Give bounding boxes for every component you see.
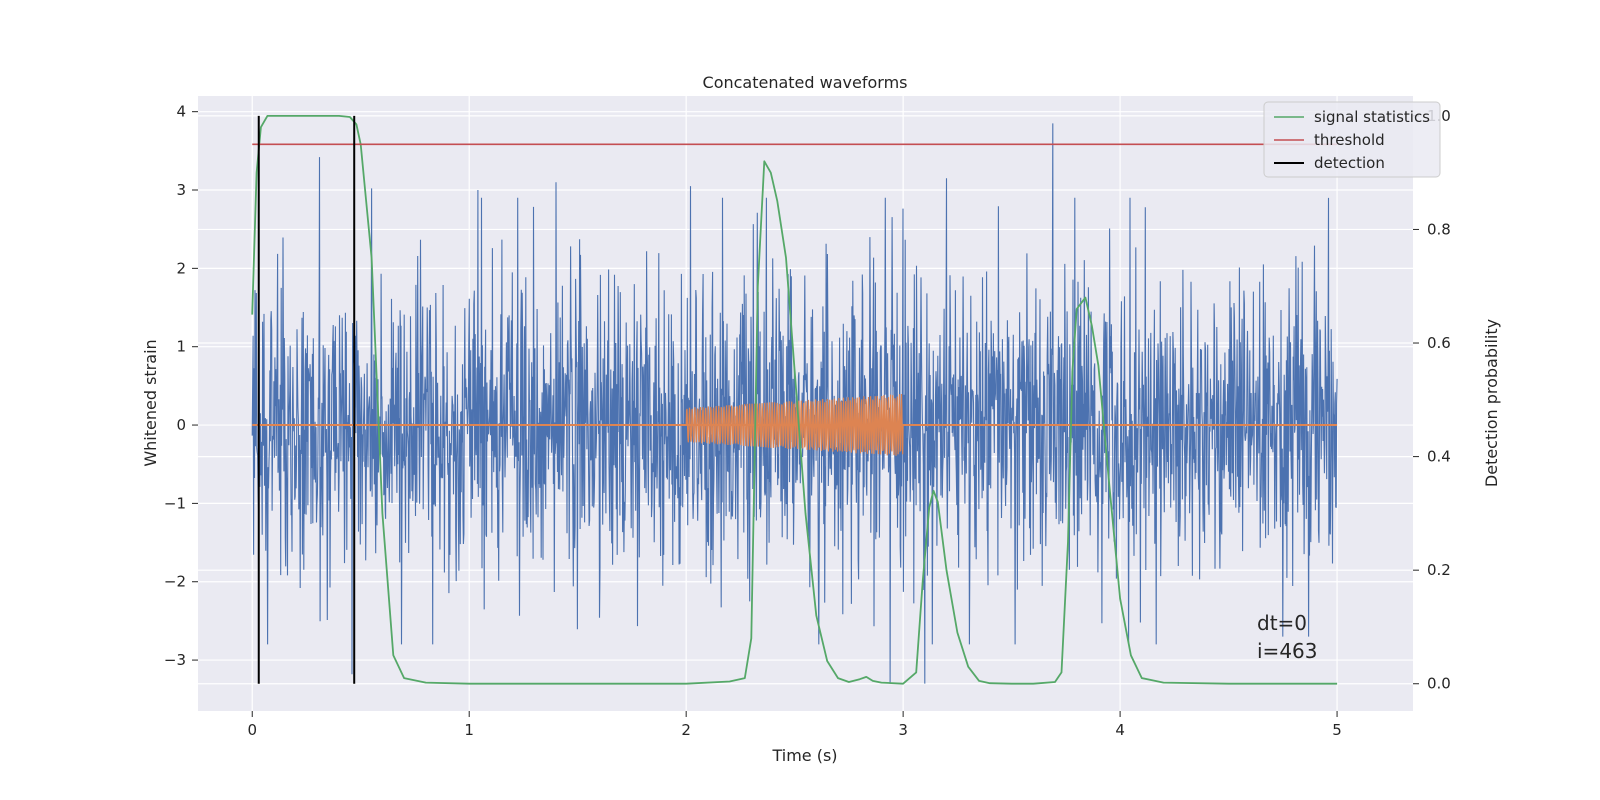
legend-box (1263, 101, 1441, 178)
x-tick-label: 5 (1332, 721, 1342, 739)
injection-chirp-line (685, 393, 904, 456)
x-tick-label: 0 (247, 721, 257, 739)
y-tick-label: 0 (176, 416, 186, 434)
signal-statistics-line (251, 115, 1338, 685)
whitened-strain-line (251, 123, 1338, 684)
y-tick-label: −1 (164, 494, 186, 512)
legend: signal statistics threshold detection (1263, 101, 1441, 178)
x-axis-label: Time (s) (771, 746, 837, 765)
y-tick-label: −2 (164, 573, 186, 591)
y-tick-label: 2 (176, 259, 186, 277)
legend-label-threshold: threshold (1314, 131, 1385, 149)
y2-axis-label: Detection probability (1482, 319, 1501, 487)
y-tick-label: −3 (164, 651, 186, 669)
y2-tick-label: 0.8 (1427, 220, 1451, 238)
x-tick-label: 1 (464, 721, 474, 739)
y-axis-label: Whitened strain (141, 339, 160, 466)
x-tick-label: 4 (1115, 721, 1125, 739)
x-tick-label: 2 (681, 721, 691, 739)
legend-label-detection: detection (1314, 154, 1385, 172)
chart-title: Concatenated waveforms (703, 73, 908, 92)
strain-layer (251, 123, 1338, 684)
legend-label-signal-statistics: signal statistics (1314, 108, 1430, 126)
annotation-dt: dt=0 (1257, 611, 1307, 635)
y-tick-label: 3 (176, 181, 186, 199)
annotation-i: i=463 (1257, 639, 1318, 663)
y2-tick-label: 0.6 (1427, 334, 1451, 352)
y-tick-label: 1 (176, 338, 186, 356)
y2-tick-label: 0.0 (1427, 675, 1451, 693)
chirp-layer (252, 393, 1338, 456)
right-axis-layer (251, 115, 1338, 685)
y2-tick-label: 0.2 (1427, 561, 1451, 579)
y-tick-label: 4 (176, 103, 186, 121)
x-tick-label: 3 (898, 721, 908, 739)
y2-tick-label: 0.4 (1427, 448, 1451, 466)
